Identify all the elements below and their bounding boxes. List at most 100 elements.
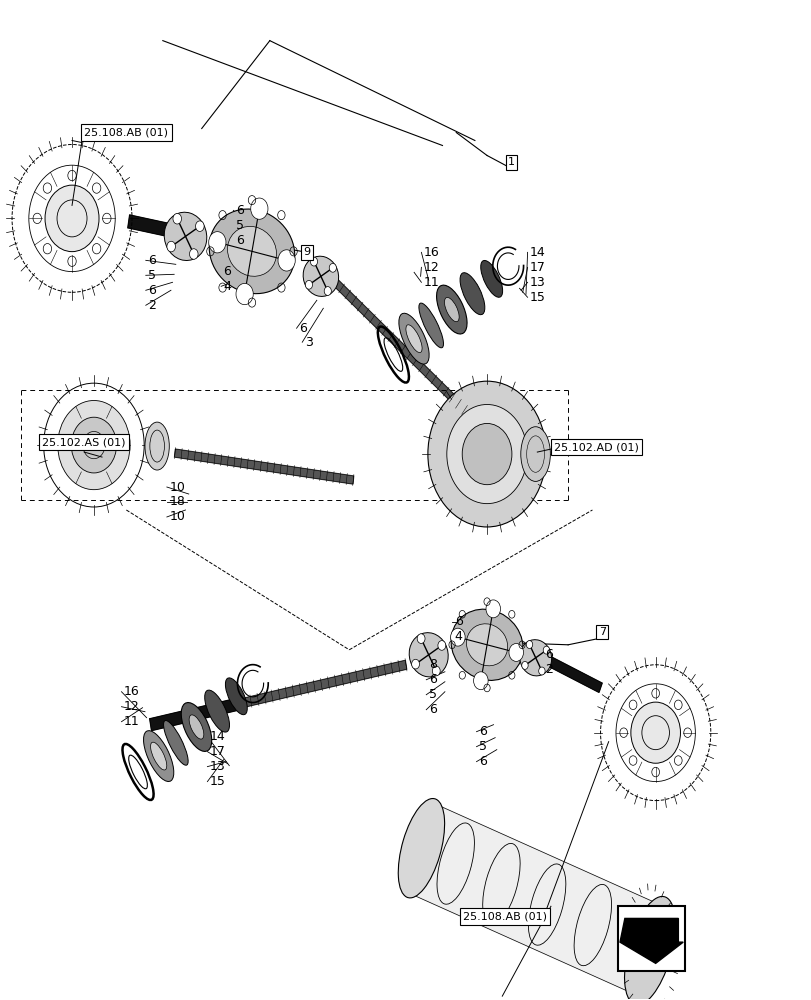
Circle shape <box>195 221 204 231</box>
Circle shape <box>411 659 419 669</box>
Circle shape <box>543 646 549 654</box>
Polygon shape <box>548 657 602 692</box>
Ellipse shape <box>397 799 444 898</box>
Text: 6: 6 <box>428 673 436 686</box>
Text: 16: 16 <box>124 685 139 698</box>
Ellipse shape <box>145 422 169 470</box>
Polygon shape <box>333 279 484 431</box>
Text: 4: 4 <box>454 630 462 643</box>
Polygon shape <box>149 697 244 731</box>
Text: 8: 8 <box>428 658 436 671</box>
Polygon shape <box>620 918 682 963</box>
Circle shape <box>167 241 175 252</box>
Circle shape <box>251 198 268 219</box>
Circle shape <box>461 423 511 485</box>
Text: 2: 2 <box>545 663 552 676</box>
Ellipse shape <box>436 285 466 334</box>
Ellipse shape <box>225 678 247 715</box>
Polygon shape <box>174 449 354 484</box>
Text: 11: 11 <box>423 276 439 289</box>
Text: 6: 6 <box>478 755 487 768</box>
Circle shape <box>526 641 532 649</box>
Ellipse shape <box>163 720 188 765</box>
Text: 13: 13 <box>530 276 545 289</box>
Text: 18: 18 <box>169 495 185 508</box>
Text: 5: 5 <box>235 219 243 232</box>
Ellipse shape <box>303 256 338 296</box>
Ellipse shape <box>519 640 551 676</box>
Text: 6: 6 <box>478 725 487 738</box>
Circle shape <box>208 232 225 253</box>
Text: 17: 17 <box>530 261 545 274</box>
Text: 2: 2 <box>148 299 156 312</box>
Circle shape <box>277 250 295 271</box>
Text: 6: 6 <box>298 322 307 335</box>
Ellipse shape <box>418 303 443 348</box>
Text: 15: 15 <box>209 775 225 788</box>
Ellipse shape <box>398 313 428 364</box>
Circle shape <box>486 600 500 618</box>
Ellipse shape <box>466 624 507 666</box>
Ellipse shape <box>460 273 484 315</box>
Ellipse shape <box>189 715 204 739</box>
Text: 7: 7 <box>598 627 605 637</box>
Text: 6: 6 <box>545 648 552 661</box>
Text: 13: 13 <box>209 760 225 773</box>
Text: 9: 9 <box>303 247 311 257</box>
Text: 5: 5 <box>478 740 487 753</box>
Ellipse shape <box>209 209 294 294</box>
Circle shape <box>521 661 527 669</box>
Ellipse shape <box>164 212 207 261</box>
Text: 1: 1 <box>507 157 514 167</box>
Text: 6: 6 <box>428 703 436 716</box>
Circle shape <box>173 213 182 224</box>
Text: 14: 14 <box>530 246 545 259</box>
Text: 5: 5 <box>148 269 156 282</box>
Circle shape <box>538 667 544 675</box>
Circle shape <box>324 287 331 295</box>
Circle shape <box>71 417 117 473</box>
Ellipse shape <box>227 226 276 276</box>
Ellipse shape <box>150 742 166 770</box>
FancyBboxPatch shape <box>618 906 684 971</box>
Circle shape <box>431 666 440 676</box>
Ellipse shape <box>624 896 675 1000</box>
Polygon shape <box>408 804 663 995</box>
Text: 6: 6 <box>223 265 231 278</box>
Text: 6: 6 <box>235 204 243 217</box>
Text: 10: 10 <box>169 481 185 494</box>
Text: 25.102.AS (01): 25.102.AS (01) <box>42 437 126 447</box>
Text: 10: 10 <box>169 510 185 523</box>
Text: 6: 6 <box>148 284 156 297</box>
Circle shape <box>305 280 312 289</box>
Text: 3: 3 <box>304 336 312 349</box>
Circle shape <box>417 634 424 643</box>
Text: 4: 4 <box>223 280 231 293</box>
Text: 14: 14 <box>209 730 225 743</box>
Ellipse shape <box>520 427 550 481</box>
Circle shape <box>45 185 99 252</box>
Text: 15: 15 <box>530 291 545 304</box>
Text: 12: 12 <box>124 700 139 713</box>
Text: 11: 11 <box>124 715 139 728</box>
Circle shape <box>58 400 130 490</box>
Circle shape <box>236 283 253 305</box>
Text: 6: 6 <box>454 615 462 628</box>
Circle shape <box>473 672 487 690</box>
Circle shape <box>450 628 465 646</box>
Circle shape <box>189 249 198 259</box>
Text: 16: 16 <box>423 246 439 259</box>
Text: 6: 6 <box>148 254 156 267</box>
Polygon shape <box>127 215 176 238</box>
Circle shape <box>437 641 445 650</box>
Ellipse shape <box>204 690 230 732</box>
Ellipse shape <box>444 297 458 322</box>
Ellipse shape <box>406 325 422 353</box>
Text: 17: 17 <box>209 745 225 758</box>
Text: 25.102.AD (01): 25.102.AD (01) <box>553 442 638 452</box>
Ellipse shape <box>450 609 522 680</box>
Text: 25.108.AB (01): 25.108.AB (01) <box>84 128 168 138</box>
Ellipse shape <box>144 731 174 782</box>
Circle shape <box>446 404 526 504</box>
Text: 6: 6 <box>235 234 243 247</box>
